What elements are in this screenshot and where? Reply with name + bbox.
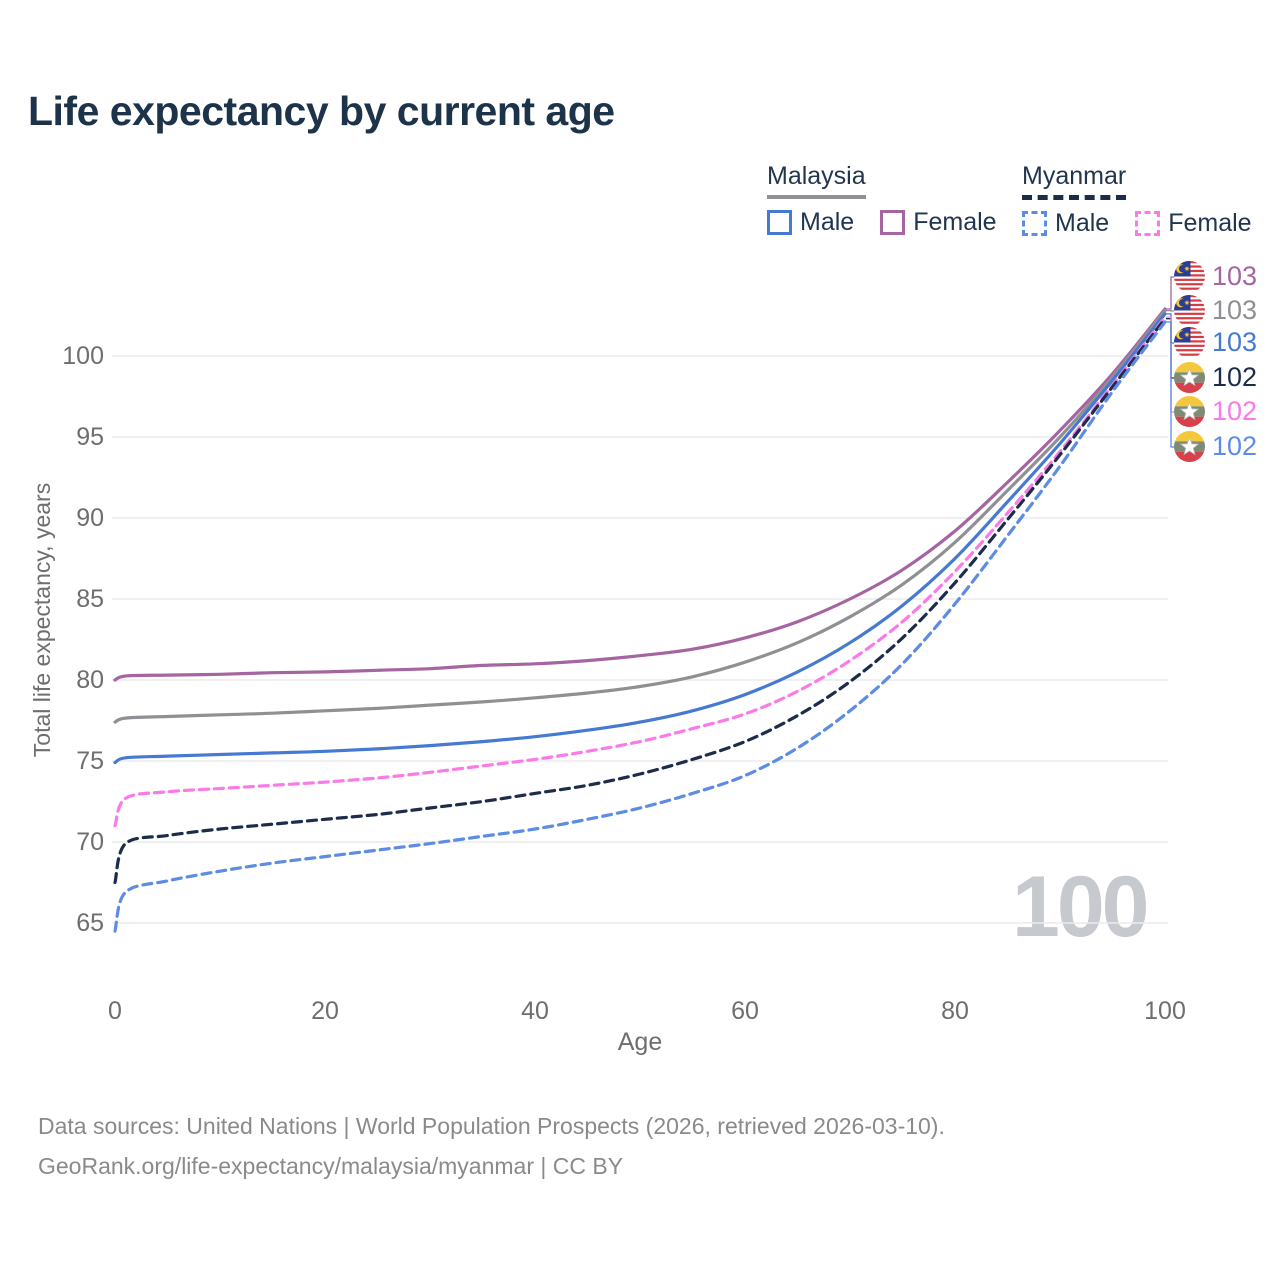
leader-line [1166,276,1175,310]
end-label-value: 102 [1212,431,1258,461]
legend-group-malaysia: Malaysia Male Female [767,162,997,237]
y-tick-label: 100 [62,342,104,370]
y-tick-label: 80 [76,666,104,694]
legend-group-myanmar: Myanmar Male Female [1022,162,1252,238]
watermark-100: 100 [1012,859,1149,955]
legend-item-label: Female [1168,209,1252,237]
series-line-malaysia-female [113,307,1167,682]
footer: Data sources: United Nations | World Pop… [38,1106,945,1186]
footer-sources: Data sources: United Nations | World Pop… [38,1113,945,1139]
x-axis-title: Age [617,1028,663,1056]
leader-line [1166,321,1175,448]
malaysia-flag-icon [1174,295,1205,326]
end-label-row-malaysia-male: 103 [1174,327,1257,358]
x-tick-label: 60 [731,997,759,1025]
myanmar-female-swatch-icon [1135,211,1161,236]
end-label-value: 103 [1212,327,1258,357]
legend-item-label: Female [913,208,997,236]
footer-attribution: GeoRank.org/life-expectancy/malaysia/mya… [38,1153,624,1179]
malaysia-flag-icon [1174,261,1205,292]
x-tick-label: 0 [108,997,122,1025]
x-tick-label: 80 [941,997,969,1025]
page-title: Life expectancy by current age [28,88,615,134]
end-label-row-myanmar-total: 102 [1174,362,1257,393]
y-tick-label: 90 [76,504,104,532]
legend-item-label: Male [1055,209,1110,237]
malaysia-total-line-swatch [767,195,866,199]
legend-country-label: Myanmar [1022,162,1127,190]
end-label-row-malaysia-total: 103 [1174,295,1257,326]
end-label-value: 103 [1212,261,1258,291]
x-tick-label: 100 [1144,997,1186,1025]
malaysia-male-swatch-icon [767,210,792,235]
myanmar-flag-icon [1174,396,1205,427]
end-label-value: 103 [1212,295,1258,325]
series-line-myanmar-total [113,317,1167,885]
y-axis-title: Total life expectancy, years [29,482,55,758]
series-line-myanmar-male [113,320,1167,933]
myanmar-male-swatch-icon [1022,211,1047,236]
myanmar-flag-icon [1174,431,1205,462]
series-line-malaysia-total [113,309,1167,724]
legend-country-malaysia[interactable]: Malaysia [767,162,866,199]
y-tick-label: 85 [76,585,104,613]
legend-item-myanmar-male[interactable]: Male [1022,209,1109,238]
y-tick-label: 95 [76,423,104,451]
myanmar-total-line-swatch [1022,195,1127,200]
y-tick-label: 75 [76,747,104,775]
x-tick-label: 40 [521,997,549,1025]
y-tick-label: 70 [76,828,104,856]
end-label-row-myanmar-male: 102 [1174,431,1257,462]
series-line-malaysia-male [113,312,1167,765]
legend-item-malaysia-male[interactable]: Male [767,208,854,237]
end-label-row-malaysia-female: 103 [1174,261,1257,292]
myanmar-flag-icon [1174,362,1205,393]
end-label-row-myanmar-female: 102 [1174,396,1257,427]
malaysia-female-swatch-icon [880,210,906,235]
x-tick-label: 20 [311,997,339,1025]
legend-item-malaysia-female[interactable]: Female [880,208,997,237]
series-line-myanmar-female [113,315,1167,828]
legend-item-myanmar-female[interactable]: Female [1135,209,1252,238]
legend-item-label: Male [800,208,855,236]
legend-country-myanmar[interactable]: Myanmar [1022,162,1127,200]
legend-country-label: Malaysia [767,162,866,190]
end-label-value: 102 [1212,396,1258,426]
malaysia-flag-icon [1174,327,1205,358]
end-label-value: 102 [1212,362,1258,392]
y-tick-label: 65 [76,909,104,937]
